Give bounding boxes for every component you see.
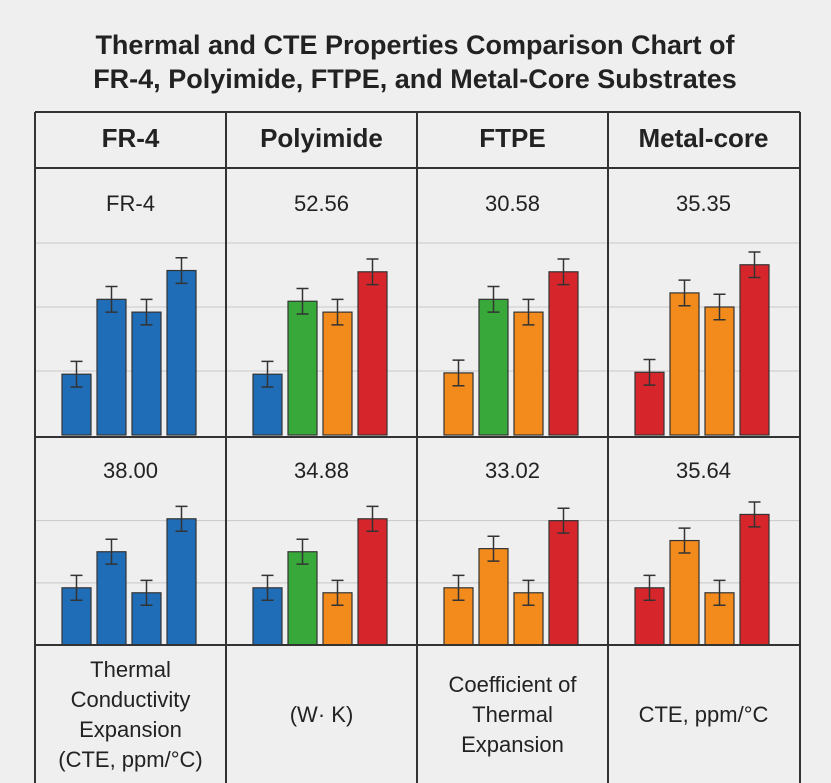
- bar: [166, 269, 197, 436]
- error-bar: [678, 279, 691, 307]
- error-bar: [70, 360, 83, 388]
- bar: [739, 513, 770, 646]
- column-header: FR-4: [102, 123, 160, 153]
- error-bar: [140, 298, 153, 326]
- cell-label: FR-4: [106, 191, 155, 216]
- bar: [166, 518, 197, 646]
- error-bar: [105, 285, 118, 313]
- error-bar: [261, 574, 274, 601]
- bar: [548, 271, 579, 436]
- title-line: Thermal and CTE Properties Comparison Ch…: [95, 30, 735, 60]
- error-bar: [487, 285, 500, 313]
- cell-label: 30.58: [485, 191, 540, 216]
- bar: [287, 551, 318, 646]
- bar: [96, 551, 127, 646]
- title-line: FR-4, Polyimide, FTPE, and Metal-Core Su…: [93, 64, 737, 94]
- cell-label: 35.35: [676, 191, 731, 216]
- bar: [548, 520, 579, 646]
- error-bar: [643, 358, 656, 386]
- bar: [322, 311, 353, 436]
- footer-text: (W· K): [290, 702, 354, 727]
- bar: [704, 306, 735, 436]
- column-header: Polyimide: [260, 123, 383, 153]
- cell-label: 38.00: [103, 458, 158, 483]
- bar: [478, 298, 509, 436]
- error-bar: [748, 251, 761, 279]
- error-bar: [522, 298, 535, 326]
- bar: [131, 592, 162, 646]
- error-bar: [452, 359, 465, 387]
- column-header: FTPE: [479, 123, 545, 153]
- footer-text: Expansion: [461, 732, 564, 757]
- bar: [478, 548, 509, 646]
- footer-text: Thermal: [472, 702, 553, 727]
- error-bar: [70, 574, 83, 601]
- bar: [739, 264, 770, 436]
- error-bar: [175, 505, 188, 532]
- footer-text: Conductivity: [71, 687, 191, 712]
- column-header: Metal-core: [638, 123, 768, 153]
- error-bar: [748, 501, 761, 528]
- error-bar: [105, 538, 118, 565]
- error-bar: [296, 287, 309, 315]
- bar: [357, 518, 388, 646]
- cell-label: 35.64: [676, 458, 731, 483]
- bar: [513, 311, 544, 436]
- error-bar: [522, 579, 535, 606]
- error-bar: [713, 579, 726, 606]
- error-bar: [452, 574, 465, 601]
- bar: [669, 539, 700, 646]
- error-bar: [175, 256, 188, 285]
- bar: [669, 292, 700, 436]
- footer-text: Coefficient of: [448, 672, 577, 697]
- bar: [96, 298, 127, 436]
- cell-label: 52.56: [294, 191, 349, 216]
- bar: [357, 271, 388, 436]
- error-bar: [331, 579, 344, 606]
- error-bar: [366, 258, 379, 286]
- error-bar: [643, 574, 656, 601]
- error-bar: [487, 535, 500, 562]
- error-bar: [713, 293, 726, 321]
- error-bar: [366, 505, 379, 532]
- error-bar: [557, 507, 570, 534]
- cell-label: 33.02: [485, 458, 540, 483]
- footer-text: Expansion: [79, 717, 182, 742]
- error-bar: [557, 258, 570, 286]
- error-bar: [140, 579, 153, 606]
- error-bar: [331, 298, 344, 326]
- cell-label: 34.88: [294, 458, 349, 483]
- footer-text: CTE, ppm/°C: [639, 702, 769, 727]
- bar: [131, 311, 162, 436]
- error-bar: [296, 538, 309, 565]
- footer-text: (CTE, ppm/°C): [58, 747, 202, 772]
- footer-text: Thermal: [90, 657, 171, 682]
- bar: [287, 300, 318, 436]
- error-bar: [261, 360, 274, 388]
- error-bar: [678, 527, 691, 554]
